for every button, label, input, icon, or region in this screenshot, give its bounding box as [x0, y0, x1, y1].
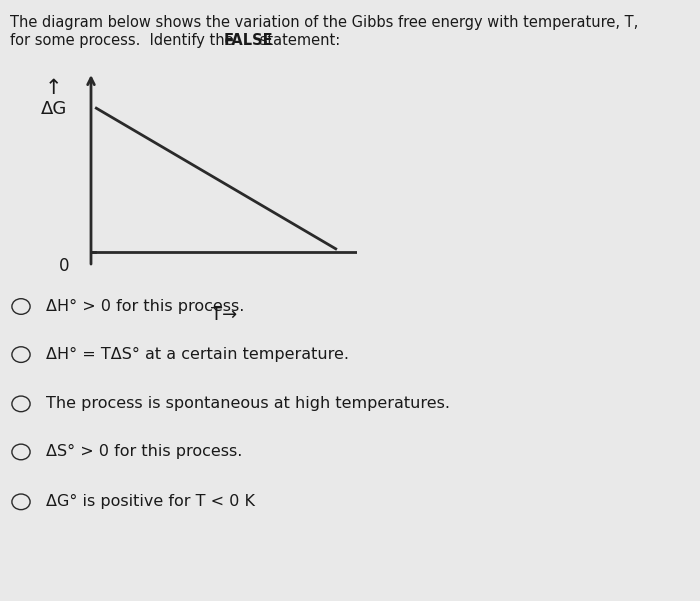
- Text: ΔH° > 0 for this process.: ΔH° > 0 for this process.: [46, 299, 244, 314]
- Text: ΔS° > 0 for this process.: ΔS° > 0 for this process.: [46, 445, 242, 459]
- Text: FALSE: FALSE: [224, 33, 274, 48]
- Text: statement:: statement:: [255, 33, 340, 48]
- Text: ↑: ↑: [45, 78, 62, 99]
- Text: ΔG: ΔG: [41, 100, 67, 118]
- Text: ΔH° = TΔS° at a certain temperature.: ΔH° = TΔS° at a certain temperature.: [46, 347, 349, 362]
- Text: ΔG° is positive for T < 0 K: ΔG° is positive for T < 0 K: [46, 495, 255, 509]
- Text: T→: T→: [211, 307, 237, 325]
- Text: 0: 0: [59, 257, 70, 275]
- Text: The diagram below shows the variation of the Gibbs free energy with temperature,: The diagram below shows the variation of…: [10, 15, 638, 30]
- Text: for some process.  Identify the: for some process. Identify the: [10, 33, 239, 48]
- Text: The process is spontaneous at high temperatures.: The process is spontaneous at high tempe…: [46, 397, 449, 411]
